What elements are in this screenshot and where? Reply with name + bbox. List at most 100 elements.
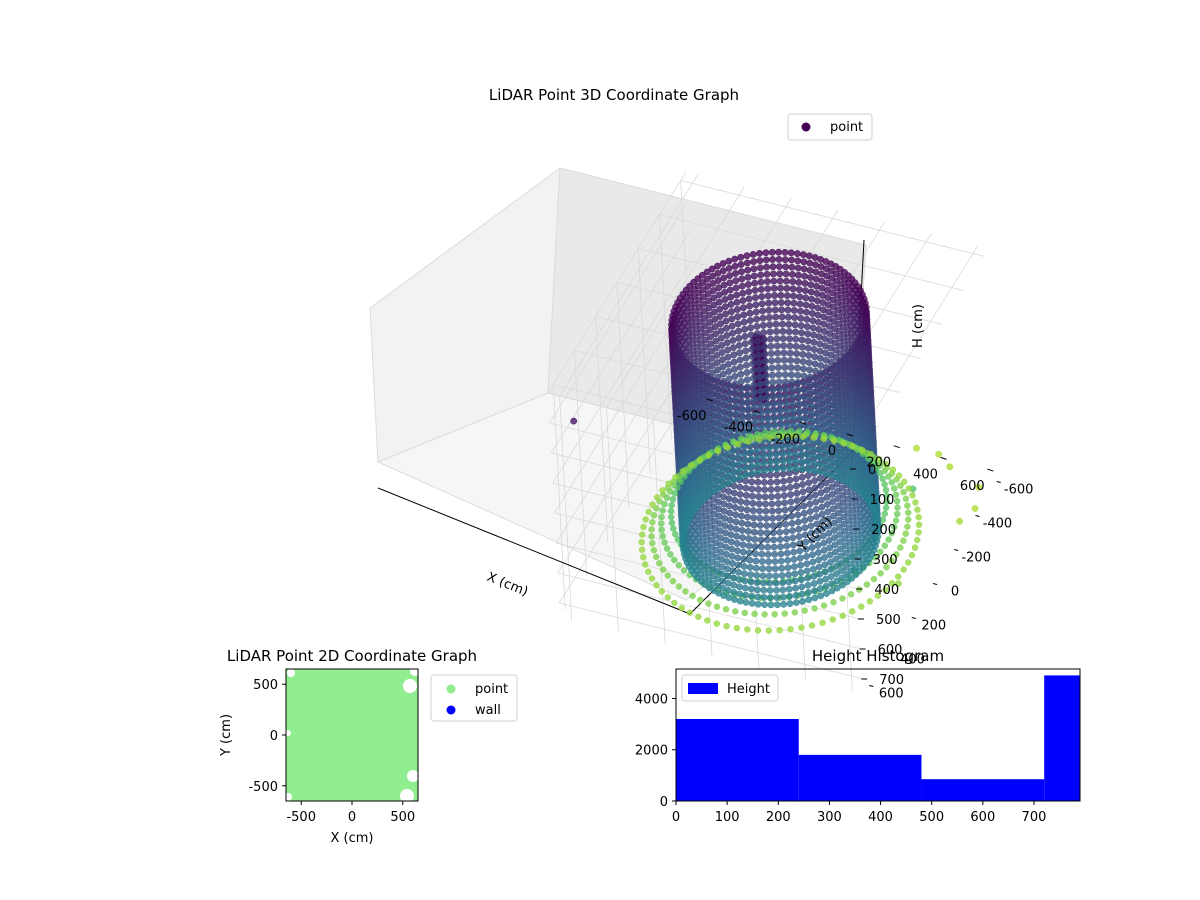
cloud-point <box>781 506 789 514</box>
cloud-point <box>832 555 840 563</box>
cloud-point <box>750 381 758 389</box>
cloud-point <box>741 325 748 333</box>
x-tick-label: 600 <box>960 479 985 494</box>
cloud-point <box>734 554 742 562</box>
cloud-point <box>776 263 783 270</box>
cloud-point <box>820 412 827 420</box>
cloud-point <box>817 362 825 369</box>
cloud-point <box>730 344 737 351</box>
cloud-point <box>757 278 765 286</box>
cloud-point <box>744 390 752 398</box>
cloud-point <box>842 556 850 564</box>
cloud-point <box>730 454 737 462</box>
cloud-point <box>795 400 803 408</box>
cloud-point <box>814 297 821 305</box>
cloud-point <box>723 623 730 630</box>
cloud-point <box>767 594 774 601</box>
cloud-point <box>754 330 761 337</box>
cloud-point <box>658 526 665 534</box>
cloud-point <box>790 421 798 429</box>
cloud-point <box>765 572 773 580</box>
cloud-point <box>767 601 775 609</box>
cloud-point <box>785 571 792 579</box>
cloud-point <box>777 284 784 292</box>
cloud-point <box>742 464 750 472</box>
cloud-point <box>731 365 738 373</box>
cloud-point <box>774 465 781 473</box>
cloud-point <box>789 285 797 293</box>
cloud-point <box>769 263 777 271</box>
cloud-point <box>800 379 808 387</box>
cloud-point <box>785 320 793 328</box>
cloud-point <box>808 544 816 551</box>
cloud-point <box>805 479 813 487</box>
cloud-point <box>840 520 848 528</box>
cloud-point <box>721 296 729 303</box>
cloud-point <box>802 401 809 409</box>
cloud-point <box>739 534 746 541</box>
cloud-point <box>807 395 815 402</box>
cloud-point <box>841 535 849 542</box>
cloud-point <box>745 542 753 550</box>
y-tick-mark <box>975 515 980 517</box>
cloud-point <box>823 486 830 494</box>
cloud-point <box>675 562 682 569</box>
cloud-point <box>798 473 806 481</box>
cloud-point <box>788 505 795 513</box>
cloud-point <box>776 528 784 536</box>
h-tick-label: 400 <box>874 583 899 598</box>
cloud-point <box>639 531 646 538</box>
cloud-point <box>782 263 790 271</box>
cloud-point <box>805 344 812 352</box>
cloud-point <box>801 517 808 524</box>
cloud-point <box>792 599 800 606</box>
cloud-point <box>786 349 794 357</box>
cloud-point <box>747 571 754 578</box>
cloud-point <box>808 402 815 410</box>
cloud-point <box>770 277 778 285</box>
cloud-point <box>809 565 817 573</box>
cloud-point <box>804 337 812 345</box>
grid-line <box>616 282 630 508</box>
cloud-point <box>776 536 784 543</box>
cloud-point <box>800 251 807 259</box>
cloud-point <box>732 511 739 519</box>
cloud-point <box>725 360 732 368</box>
cloud-point <box>818 383 826 391</box>
cloud-point <box>771 565 779 573</box>
cloud-point <box>815 326 823 333</box>
cloud-point <box>792 335 800 343</box>
cloud-point <box>725 375 733 383</box>
cloud-point <box>799 358 807 365</box>
cloud-point <box>784 414 791 422</box>
cloud-point <box>758 300 766 308</box>
cloud-point <box>773 478 781 486</box>
plot2d: LiDAR Point 2D Coordinate Graph -500 0 500… <box>219 647 518 846</box>
cloud-point <box>836 531 844 538</box>
cloud-point <box>791 570 799 578</box>
cloud-point <box>816 340 824 348</box>
cloud-point <box>770 536 778 544</box>
cloud-point <box>774 356 782 364</box>
y-tick-mark <box>954 549 959 551</box>
cloud-point <box>801 386 809 394</box>
cloud-point <box>811 254 819 261</box>
cloud-point <box>834 487 841 495</box>
cloud-point <box>816 347 824 355</box>
cloud-point <box>670 525 677 532</box>
cloud-point <box>757 529 765 536</box>
cloud-point <box>744 528 752 535</box>
cloud-point <box>790 299 798 307</box>
cloud-point <box>648 526 655 533</box>
cloud-point <box>756 507 763 515</box>
cloud-point <box>790 414 798 422</box>
cloud-point <box>736 356 744 364</box>
histogram: Height Histogram 0 100 200 300 400 500 600 7000… <box>635 647 1081 825</box>
cloud-point <box>768 364 776 372</box>
cloud-point <box>748 585 755 593</box>
cloud-point <box>771 306 779 314</box>
cloud-point <box>653 494 661 501</box>
cloud-point <box>763 270 771 278</box>
cloud-point <box>866 598 874 605</box>
cloud-point <box>799 597 806 605</box>
